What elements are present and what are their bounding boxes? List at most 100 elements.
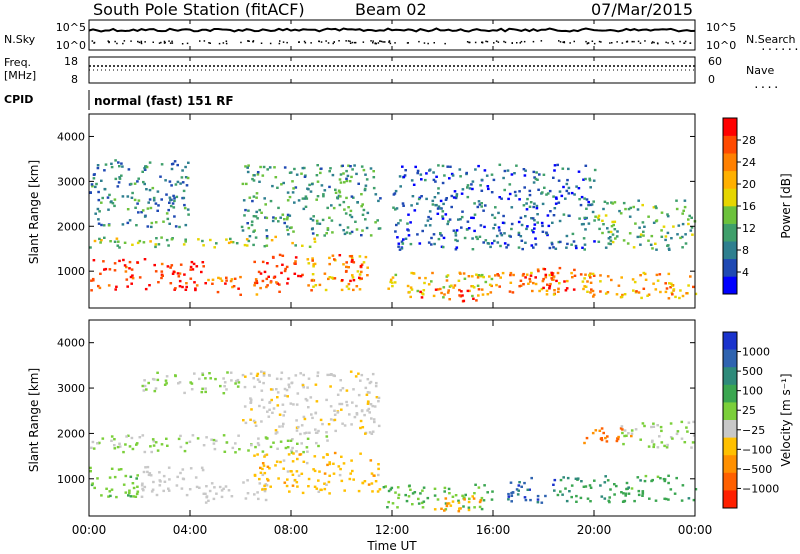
velocity-cell xyxy=(652,425,656,428)
velocity-cell xyxy=(266,477,269,481)
power-cell xyxy=(265,236,269,240)
power-cell xyxy=(592,200,595,203)
velocity-cell xyxy=(568,490,571,493)
power-cell xyxy=(360,263,364,266)
velocity-cell xyxy=(349,472,352,475)
velocity-cell xyxy=(188,488,192,491)
power-cell xyxy=(647,293,651,296)
power-cell xyxy=(601,219,604,222)
velocity-cell xyxy=(135,492,139,496)
power-cell xyxy=(596,216,600,219)
velocity-cell xyxy=(446,502,449,505)
velocity-cell xyxy=(208,489,212,493)
velocity-cell xyxy=(600,427,604,430)
power-cell xyxy=(360,234,363,237)
velocity-cell xyxy=(440,507,443,510)
power-cell xyxy=(552,246,555,249)
search-noise-point xyxy=(372,40,374,42)
velocity-colorbar-label: −500 xyxy=(742,463,772,476)
velocity-cell xyxy=(363,480,367,483)
velocity-cell xyxy=(200,466,204,469)
velocity-cell xyxy=(264,498,268,502)
power-cell xyxy=(410,271,413,275)
power-cell xyxy=(541,202,545,206)
power-cell xyxy=(517,231,521,235)
power-cell xyxy=(466,220,470,223)
power-cell xyxy=(427,241,431,244)
velocity-cell xyxy=(115,495,118,499)
power-cell xyxy=(429,217,433,220)
search-noise-point xyxy=(122,42,124,45)
power-cell xyxy=(441,217,445,220)
power-cell xyxy=(277,206,280,210)
power-cell xyxy=(154,270,158,273)
power-cell xyxy=(108,268,112,271)
power-cell xyxy=(147,201,150,204)
power-cell xyxy=(126,195,130,198)
velocity-cell xyxy=(253,474,257,477)
power-cell xyxy=(286,282,289,285)
power-cell xyxy=(486,185,490,188)
power-cell xyxy=(241,182,245,186)
velocity-cell xyxy=(317,429,320,433)
power-cell xyxy=(338,223,342,227)
velocity-colorbar-title: Velocity [m s⁻¹] xyxy=(779,373,793,466)
velocity-cell xyxy=(296,392,300,395)
power-cell xyxy=(480,189,484,192)
velocity-cell xyxy=(345,400,348,404)
power-cell xyxy=(172,270,176,273)
power-cell xyxy=(543,268,547,271)
power-cell xyxy=(433,196,437,199)
power-cell xyxy=(229,237,232,241)
velocity-cell xyxy=(89,470,92,473)
power-cell xyxy=(90,279,93,282)
velocity-cell xyxy=(263,484,266,487)
velocity-colorbar-label: 25 xyxy=(742,404,756,417)
power-cell xyxy=(263,270,267,274)
power-colorbar-segment xyxy=(723,153,737,172)
power-cell xyxy=(433,242,436,246)
search-noise-point xyxy=(486,40,489,43)
velocity-cell xyxy=(289,439,293,442)
velocity-cell xyxy=(222,392,226,395)
power-cell xyxy=(194,287,197,290)
power-cell xyxy=(668,282,671,285)
time-tick-label: 00:00 xyxy=(678,523,713,537)
search-noise-point xyxy=(587,42,590,44)
power-cell xyxy=(295,173,299,176)
power-cell xyxy=(331,231,334,234)
velocity-cell xyxy=(394,491,397,494)
power-cell xyxy=(204,282,207,285)
power-cell xyxy=(534,237,537,240)
velocity-cell xyxy=(477,486,481,489)
search-noise-point xyxy=(516,42,518,44)
velocity-cell xyxy=(617,435,620,439)
velocity-cell xyxy=(259,471,263,474)
power-ylabel: Slant Range [km] xyxy=(27,160,41,264)
power-cell xyxy=(394,189,398,193)
velocity-cell xyxy=(241,373,245,377)
power-cell xyxy=(189,268,192,271)
power-cell xyxy=(229,240,233,244)
power-cell xyxy=(128,267,131,270)
power-cell xyxy=(154,221,158,224)
power-cell xyxy=(544,276,548,279)
velocity-cell xyxy=(296,457,299,461)
search-noise-point xyxy=(303,40,306,43)
power-cell xyxy=(339,181,343,184)
power-cell xyxy=(442,236,446,240)
velocity-cell xyxy=(467,506,471,509)
power-cell xyxy=(360,165,364,168)
search-noise-point xyxy=(633,40,635,43)
velocity-cell xyxy=(676,430,680,433)
power-cell xyxy=(432,178,436,182)
power-cell xyxy=(519,235,523,238)
velocity-cell xyxy=(253,454,256,457)
velocity-cell xyxy=(659,477,662,480)
velocity-cell xyxy=(254,424,258,427)
power-cell xyxy=(343,181,346,184)
velocity-cell xyxy=(625,481,629,485)
velocity-cell xyxy=(263,471,267,475)
velocity-cell xyxy=(142,489,145,492)
velocity-cell xyxy=(371,372,375,376)
